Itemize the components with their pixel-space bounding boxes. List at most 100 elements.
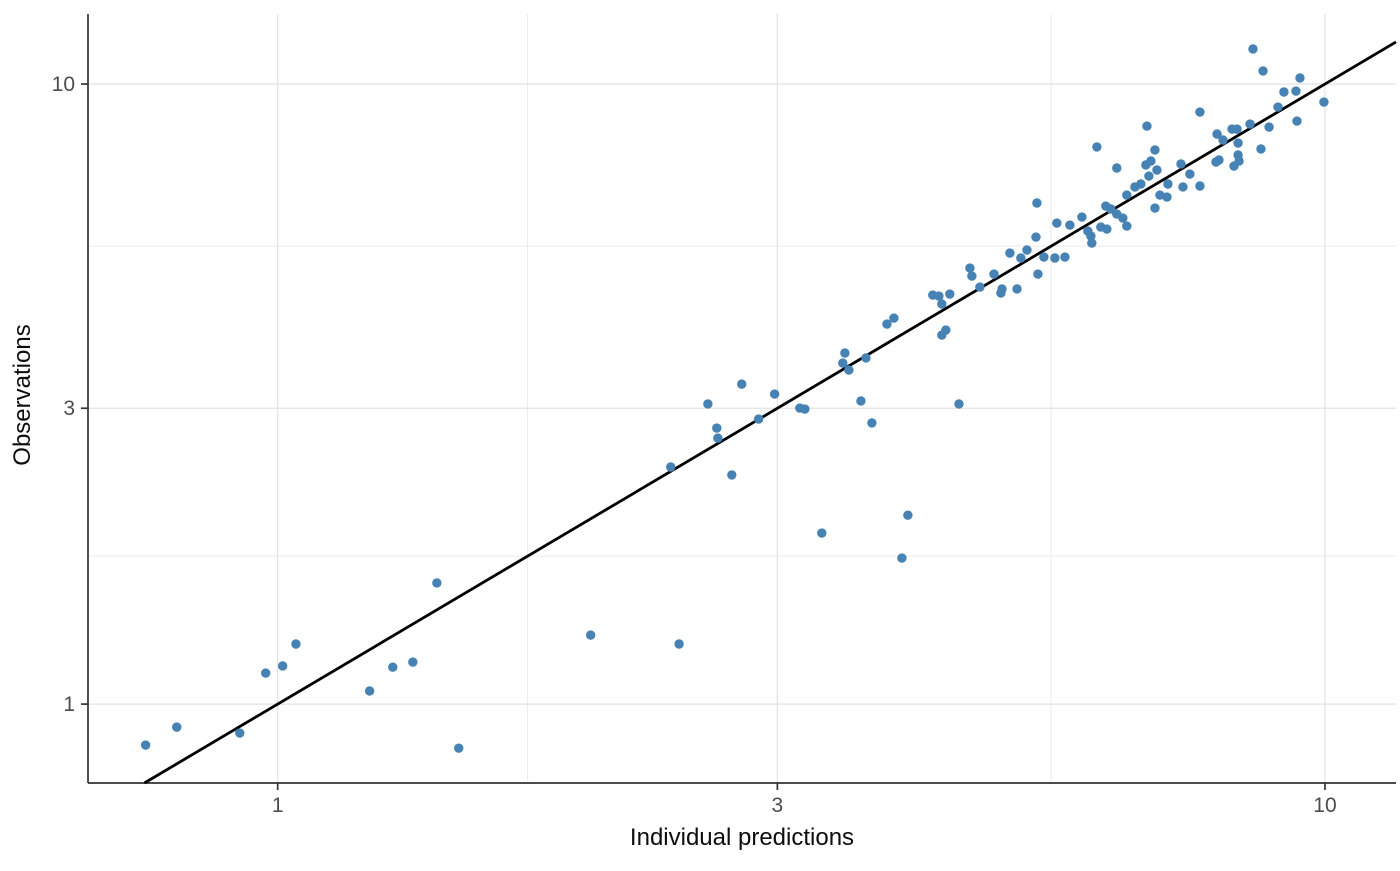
data-point (1245, 119, 1255, 129)
data-point (897, 553, 907, 563)
data-point (861, 353, 871, 363)
data-point (277, 661, 288, 671)
data-point (1292, 116, 1302, 126)
data-point (1214, 155, 1224, 165)
data-point (1162, 192, 1172, 202)
data-point (1319, 97, 1329, 107)
data-point (1016, 253, 1026, 263)
data-point (954, 399, 964, 409)
data-point (1150, 203, 1160, 213)
data-point (674, 639, 684, 649)
data-point (454, 743, 464, 753)
data-points-group (140, 44, 1329, 753)
data-point (1077, 212, 1087, 222)
x-tick-label: 1 (272, 794, 284, 817)
y-axis-title: Observations (9, 324, 36, 465)
data-point (1065, 220, 1075, 230)
data-point (1178, 182, 1188, 192)
data-point (800, 404, 810, 414)
data-point (1291, 86, 1301, 96)
data-point (1032, 198, 1042, 208)
y-tick-label: 10 (52, 73, 75, 96)
data-point (945, 289, 955, 299)
y-tick-label: 1 (63, 693, 75, 716)
data-point (432, 578, 442, 588)
data-point (840, 348, 850, 358)
data-point (1022, 245, 1032, 255)
data-point (1185, 169, 1195, 179)
data-point (727, 470, 737, 480)
data-point (1258, 66, 1268, 76)
data-point (1163, 179, 1173, 189)
data-point (1234, 156, 1244, 166)
data-point (1218, 135, 1228, 145)
data-point (1195, 181, 1205, 191)
identity-line-group (143, 40, 1397, 785)
data-point (1144, 171, 1154, 181)
data-point (753, 414, 764, 424)
data-point (1279, 87, 1289, 97)
data-point (817, 528, 827, 538)
data-point (889, 313, 899, 323)
data-point (1150, 145, 1160, 155)
data-point (260, 668, 271, 678)
data-point (1122, 190, 1132, 200)
data-point (1248, 44, 1258, 54)
data-point (1039, 252, 1049, 262)
data-point (838, 358, 848, 368)
data-point (140, 740, 151, 750)
data-point (1195, 107, 1205, 117)
data-point (937, 330, 947, 340)
data-point (1142, 121, 1152, 131)
data-point (1086, 231, 1096, 241)
data-point (585, 630, 596, 640)
data-point (1102, 224, 1112, 234)
data-point (769, 389, 780, 399)
data-point (1176, 159, 1186, 169)
data-point (1012, 284, 1022, 294)
data-point (408, 657, 418, 667)
data-point (1256, 144, 1266, 154)
data-point (1033, 269, 1043, 279)
data-point (1295, 73, 1305, 83)
data-point (172, 722, 182, 732)
data-point (1050, 253, 1060, 263)
data-point (1232, 124, 1242, 134)
data-point (937, 299, 947, 309)
data-point (967, 271, 977, 281)
axes-group (81, 14, 1396, 790)
data-point (1136, 179, 1146, 189)
data-point (975, 282, 985, 292)
data-point (1060, 252, 1070, 262)
data-point (965, 263, 975, 273)
data-point (1273, 102, 1283, 112)
data-point (235, 728, 245, 738)
identity-line (143, 40, 1397, 785)
tick-labels-group: 1 3 10 1 3 10 (52, 73, 1337, 817)
data-point (934, 291, 944, 301)
gridlines-group (88, 14, 1396, 783)
y-tick-label: 3 (63, 397, 75, 420)
x-tick-label: 3 (772, 794, 784, 817)
x-tick-label: 10 (1313, 794, 1336, 817)
data-point (882, 319, 892, 329)
data-point (703, 399, 713, 409)
data-point (1005, 248, 1015, 258)
data-point (737, 379, 747, 389)
data-point (1031, 232, 1041, 242)
data-point (856, 396, 866, 406)
data-point (1146, 156, 1156, 166)
data-point (1212, 129, 1222, 139)
data-point (996, 288, 1006, 298)
data-point (1122, 221, 1132, 231)
x-axis-title: Individual predictions (630, 824, 854, 851)
data-point (844, 365, 854, 375)
data-point (1092, 142, 1102, 152)
data-point (867, 418, 877, 428)
data-point (291, 639, 301, 649)
data-point (1264, 122, 1274, 132)
data-point (388, 662, 398, 672)
data-point (1112, 163, 1122, 173)
